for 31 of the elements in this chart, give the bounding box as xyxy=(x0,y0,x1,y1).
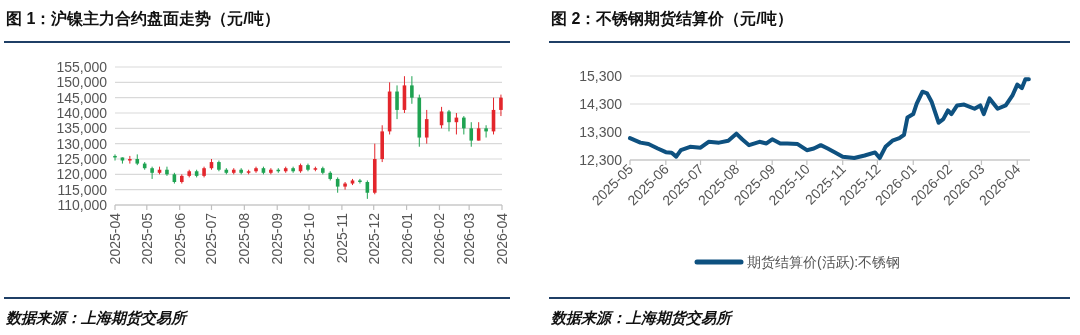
x-tick-label: 2025-05 xyxy=(138,212,155,265)
source-note: 数据来源：上海期货交易所 xyxy=(550,309,734,326)
x-tick-label: 2025-09 xyxy=(269,212,286,265)
y-tick-label: 155,000 xyxy=(56,59,108,75)
y-tick-label: 14,300 xyxy=(579,96,623,112)
y-tick-label: 150,000 xyxy=(56,74,108,91)
x-tick-label: 2025-11 xyxy=(333,212,350,264)
x-tick-label: 2025-04 xyxy=(107,212,123,265)
x-tick-label: 2025-08 xyxy=(236,212,253,265)
y-tick-label: 120,000 xyxy=(56,166,108,183)
chart-title: 图 1：沪镍主力合约盘面走势（元/吨） xyxy=(6,9,280,28)
y-tick-label: 110,000 xyxy=(57,197,108,213)
x-tick-label: 2026-03 xyxy=(461,212,478,265)
x-tick-label: 2026-02 xyxy=(431,212,448,265)
x-tick-label: 2025-06 xyxy=(171,212,188,265)
y-tick-label: 115,000 xyxy=(57,181,108,198)
x-tick-label: 2025-12 xyxy=(365,212,382,265)
x-tick-label: 2025-07 xyxy=(203,212,220,265)
y-tick-label: 135,000 xyxy=(56,120,108,137)
y-tick-label: 15,300 xyxy=(579,68,623,84)
y-tick-label: 125,000 xyxy=(56,151,108,167)
y-tick-label: 130,000 xyxy=(56,135,108,152)
x-tick-label: 2026-04 xyxy=(494,212,510,265)
chart-title: 图 2：不锈钢期货结算价（元/吨） xyxy=(551,10,793,28)
legend-label: 期货结算价(活跃):不锈钢 xyxy=(747,254,901,270)
source-note: 数据来源：上海期货交易所 xyxy=(5,309,189,326)
y-tick-label: 13,300 xyxy=(579,124,623,140)
y-tick-label: 145,000 xyxy=(56,89,108,106)
x-tick-label: 2026-01 xyxy=(398,212,415,265)
x-tick-label: 2025-10 xyxy=(301,212,318,265)
y-tick-label: 140,000 xyxy=(56,105,108,121)
